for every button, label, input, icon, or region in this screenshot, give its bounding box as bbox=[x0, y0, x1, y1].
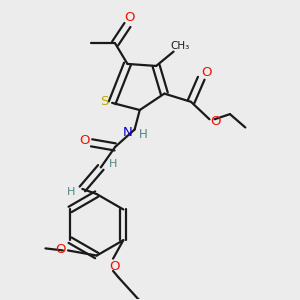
Text: O: O bbox=[79, 134, 90, 147]
Text: O: O bbox=[210, 115, 221, 128]
Text: O: O bbox=[56, 243, 66, 256]
Text: N: N bbox=[123, 126, 132, 139]
Text: H: H bbox=[67, 187, 75, 197]
Text: H: H bbox=[139, 128, 147, 141]
Text: CH₃: CH₃ bbox=[170, 41, 189, 52]
Text: H: H bbox=[109, 159, 117, 169]
Text: S: S bbox=[100, 95, 108, 108]
Text: O: O bbox=[201, 66, 211, 79]
Text: O: O bbox=[109, 260, 119, 273]
Text: O: O bbox=[124, 11, 135, 24]
